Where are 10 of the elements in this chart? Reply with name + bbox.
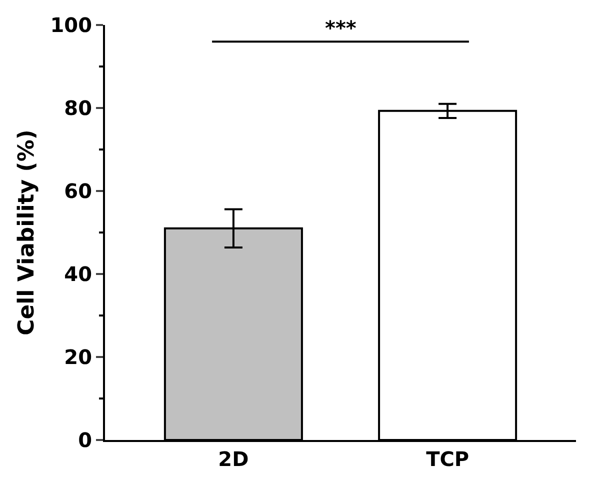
y-tick-label: 80 — [64, 96, 92, 120]
y-tick-label: 0 — [78, 428, 92, 452]
x-tick-label: 2D — [218, 447, 249, 471]
y-tick-label: 100 — [50, 13, 92, 37]
x-tick-label: TCP — [426, 447, 470, 471]
annotation: *** — [325, 16, 357, 40]
y-axis-title: Cell Viability (%) — [14, 130, 40, 336]
y-tick-label: 60 — [64, 179, 92, 203]
y-tick-label: 20 — [64, 345, 92, 369]
y-tick-label: 40 — [64, 262, 92, 286]
